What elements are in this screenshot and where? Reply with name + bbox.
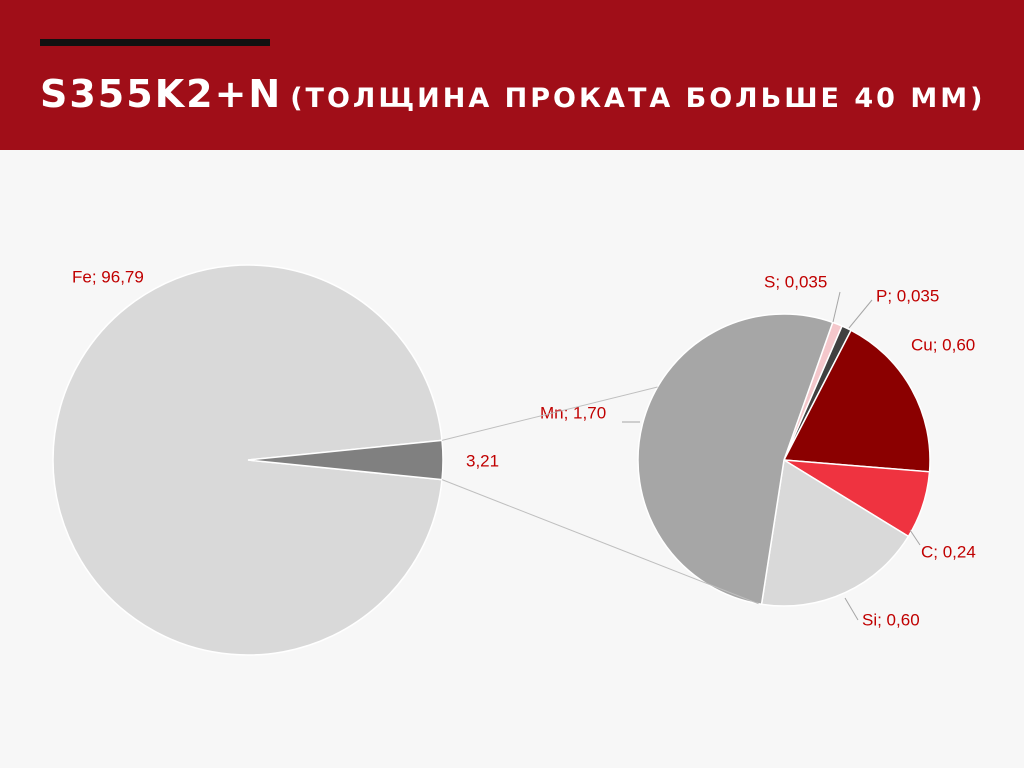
pie-slice — [637, 313, 834, 606]
title-box: S355K2+N (ТОЛЩИНА ПРОКАТА БОЛЬШЕ 40 ММ) — [40, 72, 985, 116]
header: S355K2+N (ТОЛЩИНА ПРОКАТА БОЛЬШЕ 40 ММ) — [0, 0, 1024, 150]
data-label: P; 0,035 — [876, 286, 939, 305]
pie-slice — [760, 458, 910, 607]
pie-slice — [52, 264, 443, 656]
data-label: Fe; 96,79 — [72, 267, 144, 286]
leader-line — [844, 597, 859, 621]
connector-line — [441, 479, 759, 605]
header-bar — [40, 39, 270, 46]
data-label: 3,21 — [466, 451, 499, 470]
leader-line — [909, 529, 921, 546]
pie-slice — [782, 329, 931, 473]
pie-slice — [247, 439, 444, 481]
chart-title: S355K2+N — [40, 72, 283, 116]
data-label: Cu; 0,60 — [911, 335, 975, 354]
data-label: C; 0,24 — [921, 542, 976, 561]
data-label: Mn; 1,70 — [540, 403, 606, 422]
chart: Fe; 96,79 3,21 S; 0,035 P; 0,035 Cu; 0,60 C; … — [52, 264, 976, 656]
connector-line — [441, 386, 658, 441]
chart-subtitle: (ТОЛЩИНА ПРОКАТА БОЛЬШЕ 40 ММ) — [290, 83, 986, 114]
leader-line — [848, 299, 873, 329]
data-label: S; 0,035 — [764, 272, 827, 291]
data-label: Si; 0,60 — [862, 610, 920, 629]
leader-line — [832, 291, 841, 323]
